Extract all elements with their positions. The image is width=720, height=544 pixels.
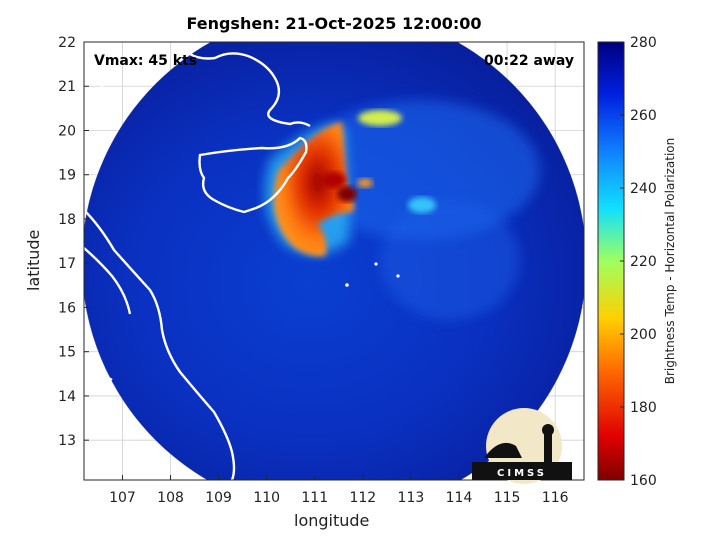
colorbar-ticks: 280 260 240 220 200 180 160 bbox=[620, 35, 657, 489]
y-axis-ticks: 22 21 20 19 18 17 16 15 14 13 bbox=[58, 35, 89, 449]
time-away-label: 00:22 away bbox=[484, 53, 574, 69]
colorbar-tick-label: 260 bbox=[630, 108, 657, 124]
island-2 bbox=[374, 262, 378, 266]
warm-band-northeast bbox=[300, 100, 540, 240]
border-vietnam-cambodia bbox=[84, 366, 113, 381]
y-tick-label: 13 bbox=[58, 433, 76, 449]
x-tick-label: 110 bbox=[253, 490, 280, 506]
cimss-logo: CIMSS bbox=[472, 408, 572, 484]
coastlines bbox=[84, 52, 311, 480]
x-tick-label: 112 bbox=[349, 490, 376, 506]
colorbar-tick-label: 240 bbox=[630, 181, 657, 197]
island-3 bbox=[396, 274, 400, 278]
logo-tower-top bbox=[542, 424, 554, 436]
y-tick-label: 19 bbox=[58, 168, 76, 184]
y-tick-label: 21 bbox=[58, 79, 76, 95]
rainband-east bbox=[380, 200, 520, 320]
logo-tower bbox=[544, 432, 552, 462]
x-tick-label: 116 bbox=[542, 490, 569, 506]
y-tick-label: 15 bbox=[58, 345, 76, 361]
x-tick-label: 109 bbox=[205, 490, 232, 506]
x-tick-label: 111 bbox=[301, 490, 328, 506]
logo-text: CIMSS bbox=[497, 468, 547, 479]
x-axis-ticks: 107 108 109 110 111 112 113 114 115 116 bbox=[109, 475, 569, 506]
border-vietnam-laos bbox=[84, 247, 132, 315]
y-tick-label: 18 bbox=[58, 212, 76, 228]
colorbar-label: Brightness Temp - Horizontal Polarizatio… bbox=[663, 138, 677, 385]
colorbar-tick-label: 180 bbox=[630, 400, 657, 416]
convection-patch-east bbox=[408, 197, 436, 213]
coastline-vietnam bbox=[84, 209, 236, 480]
deep-convection-eye bbox=[337, 186, 357, 202]
x-axis-label: longitude bbox=[294, 511, 370, 530]
plot-frame bbox=[83, 41, 585, 481]
colorbar-tick-label: 220 bbox=[630, 254, 657, 270]
colorbar-tick-label: 280 bbox=[630, 35, 657, 51]
convection-spur bbox=[357, 178, 373, 188]
x-tick-label: 115 bbox=[494, 490, 521, 506]
coastline-northwest bbox=[84, 68, 106, 121]
x-tick-label: 113 bbox=[398, 490, 425, 506]
x-tick-label: 114 bbox=[446, 490, 473, 506]
x-tick-label: 107 bbox=[109, 490, 136, 506]
deep-convection-center bbox=[322, 172, 346, 188]
colorbar: 280 260 240 220 200 180 160 Brightness Temp - … bbox=[597, 35, 677, 489]
y-axis-label: latitude bbox=[24, 229, 43, 291]
x-tick-label: 108 bbox=[157, 490, 184, 506]
y-tick-label: 20 bbox=[58, 123, 76, 139]
y-tick-label: 17 bbox=[58, 256, 76, 272]
convection-patch-north bbox=[358, 110, 402, 126]
y-tick-label: 14 bbox=[58, 389, 76, 405]
y-tick-label: 22 bbox=[58, 35, 76, 51]
y-tick-label: 16 bbox=[58, 300, 76, 316]
logo-banner bbox=[472, 462, 572, 480]
colorbar-ramp bbox=[597, 41, 625, 481]
logo-satellite-dish bbox=[484, 442, 522, 458]
brightness-swath bbox=[84, 42, 584, 480]
paracel-islands bbox=[345, 262, 400, 287]
figure-title: Fengshen: 21-Oct-2025 12:00:00 bbox=[186, 14, 482, 33]
coastline-leizhou bbox=[189, 52, 311, 128]
vmax-label: Vmax: 45 kts bbox=[94, 53, 198, 69]
island-1 bbox=[345, 283, 349, 287]
storm-cold-core bbox=[273, 122, 355, 257]
hainan-island-outline bbox=[198, 136, 308, 214]
colorbar-tick-label: 160 bbox=[630, 473, 657, 489]
colorbar-tick-label: 200 bbox=[630, 327, 657, 343]
